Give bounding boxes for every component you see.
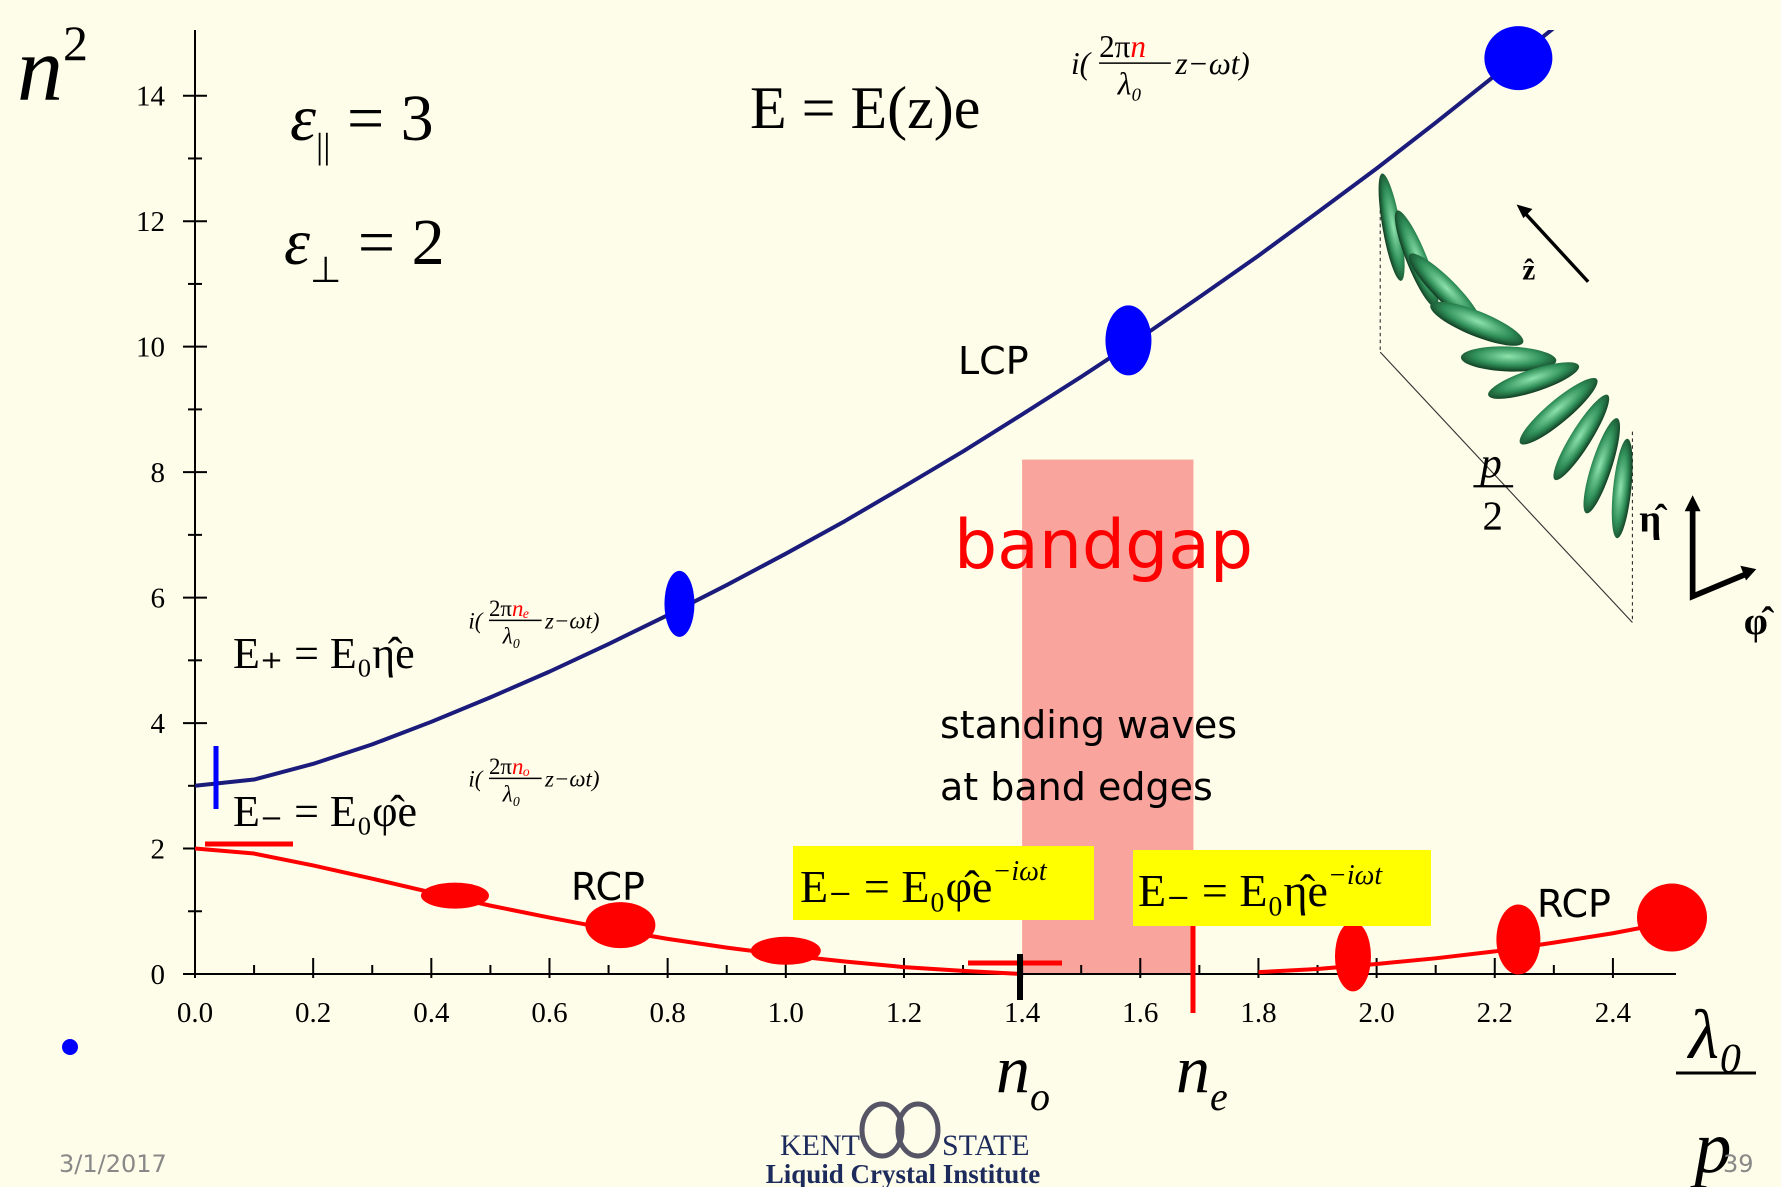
box-exp: −iωt	[1328, 860, 1383, 891]
n-base: n	[996, 1031, 1030, 1107]
eps-sub: ||	[316, 126, 330, 166]
n-base: n	[1176, 1031, 1210, 1107]
eps-sym: ε	[284, 206, 310, 279]
x-tick-label: 1.6	[1122, 997, 1158, 1029]
slide: 0 2 4 6 8 10 12 14 0.0 0.2 0.4 0.6 0.8 1.0 1.2 1.4 1.6 1.…	[0, 0, 1781, 1187]
polarization-marker	[664, 571, 694, 637]
y-tick-label: 2	[151, 834, 166, 866]
polarization-marker	[1105, 305, 1151, 375]
polarization-marker	[1335, 921, 1371, 991]
y-tick-label: 4	[151, 708, 166, 740]
bandgap-label: bandgap	[954, 506, 1253, 585]
n-sub: o	[1030, 1074, 1050, 1119]
series-label: LCP	[958, 339, 1029, 383]
box-exp: −iωt	[992, 856, 1047, 887]
n-sub: e	[1210, 1074, 1228, 1119]
exponent-num-part: 2π	[1099, 29, 1131, 64]
x-tick-label: 0.0	[177, 997, 213, 1029]
equation: E = E(z)e	[750, 75, 980, 141]
exponent: i(	[468, 766, 483, 791]
exponent-den: λ₀	[502, 781, 521, 806]
exponent-num-part: 2π	[489, 596, 512, 621]
y-tick-label: 6	[151, 583, 166, 615]
x-tick-label: 0.6	[531, 997, 567, 1029]
polarization-marker	[1496, 904, 1540, 974]
equation-lhs: E = E(z)e	[750, 75, 980, 141]
polarization-marker	[751, 937, 821, 965]
exponent-den: λ₀	[502, 623, 521, 648]
exponent-num-part: 2π	[489, 754, 512, 779]
series-label: RCP	[571, 865, 645, 909]
series-label: RCP	[1537, 882, 1611, 926]
x-tick-label: 0.4	[413, 997, 450, 1029]
eps-rhs: = 2	[341, 206, 444, 279]
exponent: z−ωt)	[544, 608, 599, 633]
exponent-num: 2πnₒ	[489, 754, 530, 779]
x-tick-label: 1.2	[886, 997, 922, 1029]
y-axis-title-base: n	[17, 18, 63, 120]
x-axis-title-num: λ₀	[1687, 997, 1744, 1074]
eps-par: ε|| = 3	[290, 82, 434, 166]
polarization-marker	[1637, 884, 1707, 952]
x-tick-label: 2.0	[1358, 997, 1394, 1029]
x-tick-label: 0.8	[650, 997, 686, 1029]
helix-label: ẑ	[1522, 254, 1535, 286]
annotation: standing waves	[940, 703, 1237, 747]
y-tick-label: 0	[151, 959, 166, 991]
logo-text: STATE	[942, 1129, 1030, 1162]
eps-perp: ε⊥ = 2	[284, 206, 445, 290]
equation: E₊ = E₀η̂e	[233, 629, 415, 678]
exponent: z−ωt)	[544, 766, 599, 791]
y-tick-label: 8	[151, 457, 166, 489]
eps-sub: ⊥	[310, 250, 341, 290]
exponent-num: 2πnₑ	[489, 596, 529, 621]
polarization-marker	[421, 883, 489, 909]
equation: E₋ = E₀φ̂e	[233, 787, 417, 836]
x-tick-label: 2.2	[1477, 997, 1513, 1029]
exponent: i(	[468, 608, 483, 633]
exponent-den: λ₀	[1117, 66, 1142, 101]
bullet	[62, 1039, 78, 1055]
box-base: E₋ = E₀η̂e	[1138, 865, 1328, 916]
helix-label: 2	[1482, 493, 1502, 538]
helix-label: p	[1477, 440, 1502, 487]
y-tick-label: 10	[136, 332, 165, 364]
eps-sym: ε	[290, 82, 316, 155]
exponent-var: nₒ	[512, 754, 530, 779]
polarization-marker	[1484, 26, 1552, 90]
footer-date: 3/1/2017	[59, 1150, 167, 1178]
annotation: at band edges	[940, 765, 1213, 809]
x-tick-label: 0.2	[295, 997, 331, 1029]
footer-page: 39	[1723, 1150, 1754, 1178]
exponent: i(	[1071, 46, 1092, 81]
equation-lhs: E₊ = E₀η̂e	[233, 629, 415, 678]
x-tick-label: 2.4	[1595, 997, 1632, 1029]
y-tick-label: 14	[136, 81, 166, 113]
exponent-var: n	[1130, 29, 1146, 64]
equation-lhs: E₋ = E₀φ̂e	[233, 787, 417, 836]
logo-subtitle: Liquid Crystal Institute	[766, 1159, 1041, 1187]
logo-text: KENT	[780, 1129, 860, 1162]
exponent: z−ωt)	[1175, 46, 1250, 81]
y-axis-title-sup: 2	[63, 15, 88, 71]
eps-rhs: = 3	[330, 82, 433, 155]
x-tick-label: 1.4	[1004, 997, 1041, 1029]
y-tick-label: 12	[136, 206, 165, 238]
exponent-var: nₑ	[512, 596, 529, 621]
x-tick-label: 1.8	[1240, 997, 1276, 1029]
box-base: E₋ = E₀φ̂e	[800, 861, 992, 912]
exponent-num: 2πn	[1099, 29, 1146, 64]
x-tick-label: 1.0	[768, 997, 804, 1029]
